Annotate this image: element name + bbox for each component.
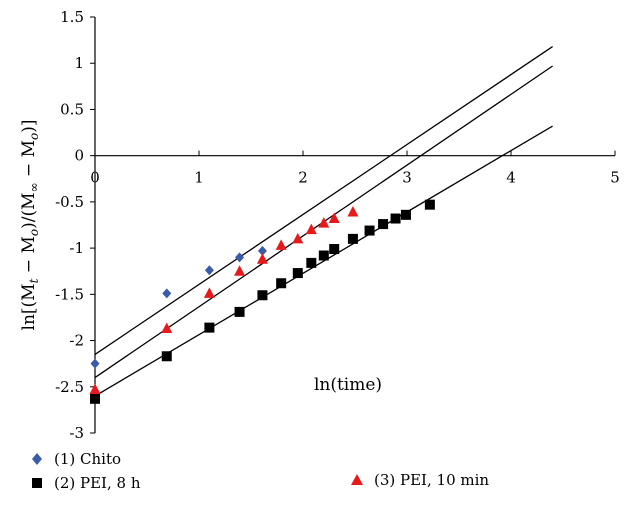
data-point-chito bbox=[162, 288, 172, 299]
y-axis-label: ln[(Mt − Mo)/(M∞ − Mo)] bbox=[19, 120, 41, 331]
data-point-pei-10min bbox=[318, 217, 330, 228]
data-point-pei-8h bbox=[276, 278, 287, 289]
data-points bbox=[89, 199, 435, 404]
data-point-pei-8h bbox=[204, 322, 215, 333]
tick-labels: 0 1 2 3 4 5 1.5 1 0.5 0 -0.5 -1 -1.5 -2 -2.5 -3 bbox=[55, 8, 620, 442]
data-point-pei-8h bbox=[306, 257, 317, 268]
data-point-pei-10min bbox=[347, 206, 359, 217]
data-point-pei-10min bbox=[292, 232, 304, 244]
y-tick-label: 0 bbox=[74, 147, 84, 165]
data-point-pei-10min bbox=[305, 223, 317, 235]
data-point-pei-8h bbox=[424, 199, 435, 210]
data-point-chito bbox=[204, 265, 214, 276]
data-point-pei-8h bbox=[378, 219, 389, 230]
data-point-pei-8h bbox=[161, 351, 172, 362]
data-point-pei-8h bbox=[390, 213, 401, 224]
y-tick-label: 1.5 bbox=[60, 8, 84, 26]
data-point-chito bbox=[235, 252, 245, 263]
y-tick-label: 0.5 bbox=[60, 100, 84, 118]
x-tick-label: 5 bbox=[610, 169, 620, 187]
data-point-pei-8h bbox=[329, 244, 340, 255]
data-point-pei-8h bbox=[364, 225, 375, 236]
data-point-pei-8h bbox=[400, 209, 411, 220]
data-point-pei-8h bbox=[292, 268, 303, 279]
data-point-pei-10min bbox=[203, 287, 215, 298]
y-tick-label: -1 bbox=[69, 239, 84, 257]
y-tick-label: -0.5 bbox=[55, 193, 84, 211]
data-point-pei-10min bbox=[256, 253, 268, 264]
data-point-pei-10min bbox=[161, 322, 173, 334]
data-point-pei-8h bbox=[90, 393, 100, 404]
data-point-pei-10min bbox=[89, 383, 101, 395]
data-point-pei-10min bbox=[234, 265, 246, 276]
x-axis-label: ln(time) bbox=[314, 375, 382, 395]
x-tick-label: 4 bbox=[506, 169, 516, 187]
data-point-pei-8h bbox=[257, 290, 268, 301]
x-tick-label: 2 bbox=[298, 169, 308, 187]
data-point-pei-8h bbox=[234, 306, 245, 317]
axes bbox=[90, 16, 616, 434]
x-tick-label: 1 bbox=[194, 169, 204, 187]
y-tick-label: -2 bbox=[69, 332, 84, 350]
data-point-pei-10min bbox=[328, 212, 340, 224]
data-point-chito bbox=[90, 358, 100, 369]
data-point-pei-8h bbox=[347, 233, 358, 244]
data-point-pei-10min bbox=[275, 239, 287, 250]
y-tick-label: -2.5 bbox=[55, 378, 84, 396]
fit-line bbox=[94, 46, 553, 355]
y-tick-label: -1.5 bbox=[55, 285, 84, 303]
x-tick-label: 3 bbox=[402, 169, 412, 187]
y-tick-label: -3 bbox=[69, 424, 84, 442]
data-point-pei-8h bbox=[318, 250, 329, 261]
y-tick-label: 1 bbox=[74, 54, 84, 72]
data-point-chito bbox=[257, 245, 267, 256]
fit-line bbox=[94, 125, 553, 397]
x-tick-label: 0 bbox=[90, 169, 100, 187]
